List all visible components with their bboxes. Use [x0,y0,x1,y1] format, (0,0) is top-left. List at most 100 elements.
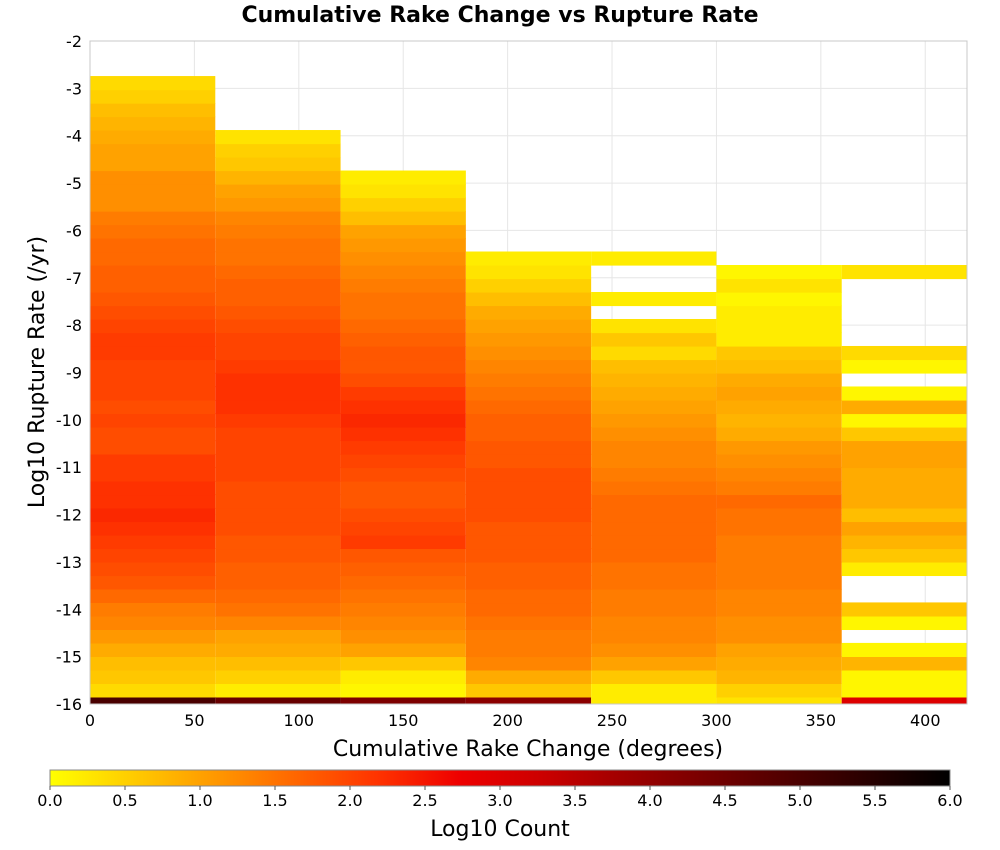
heatmap-cell [465,480,592,496]
heatmap-cell [90,211,216,226]
heatmap-cell [465,602,592,617]
heatmap-cell [340,426,466,442]
heatmap-cell [90,143,216,158]
heatmap-cell [716,345,842,361]
heatmap-cell [841,669,967,684]
y-tick-label: -15 [56,648,82,667]
colorbar-tick-label: 2.5 [412,791,437,810]
heatmap-cell [716,494,842,509]
heatmap-cell [215,588,341,604]
y-tick-label: -3 [66,79,82,98]
heatmap-cell [591,669,717,684]
heatmap-cell [90,656,216,671]
heatmap-cell [841,440,967,455]
heatmap-cell [90,184,216,199]
heatmap-cell [90,548,216,563]
heatmap-cell [215,170,341,185]
heatmap-cell [465,656,592,671]
heatmap-cell [215,399,341,415]
heatmap-cell [340,467,466,482]
heatmap-cell [90,116,216,131]
heatmap-cell [90,629,216,644]
heatmap-cell [340,561,466,577]
heatmap-cell [215,184,341,199]
heatmap-cell [716,318,842,334]
heatmap-cell [90,224,216,239]
heatmap-cell [591,588,717,604]
heatmap-cell [716,683,842,698]
heatmap-cell [90,683,216,698]
heatmap-cell [340,629,466,644]
heatmap-cell [716,426,842,442]
y-tick-label: -11 [56,458,82,477]
heatmap-cell [591,561,717,577]
x-tick-label: 250 [597,711,628,730]
heatmap-cell [340,413,466,428]
heatmap-cell [591,575,717,590]
heatmap-cell [90,507,216,523]
heatmap-cell [90,615,216,631]
heatmap-cell [841,480,967,496]
colorbar-tick-label: 1.0 [187,791,212,810]
heatmap-cell [90,197,216,212]
x-tick-label: 50 [184,711,204,730]
colorbar-tick-label: 0.0 [37,791,62,810]
heatmap-cell [716,359,842,374]
heatmap-cells [90,76,967,704]
heatmap-cell [465,642,592,658]
heatmap-cell [340,318,466,334]
heatmap-cell [841,359,967,374]
heatmap-cell [465,264,592,280]
heatmap-cell [215,264,341,280]
heatmap-cell [841,453,967,469]
heatmap-cell [90,170,216,185]
heatmap-cell [591,696,717,704]
heatmap-cell [215,575,341,590]
colorbar-tick-label: 0.5 [112,791,137,810]
heatmap-cell [90,669,216,684]
heatmap-cell [340,399,466,415]
heatmap-cell [215,548,341,563]
heatmap-cell [591,507,717,523]
heatmap-cell [841,521,967,536]
heatmap-cell [841,467,967,482]
colorbar-tick-label: 4.0 [637,791,662,810]
y-tick-label: -10 [56,411,82,430]
heatmap-cell [841,264,967,280]
heatmap-cell [841,548,967,563]
heatmap-cell [215,467,341,482]
heatmap-cell [591,642,717,658]
heatmap-cell [215,359,341,374]
x-tick-label: 400 [910,711,941,730]
colorbar [49,769,951,787]
heatmap-cell [340,386,466,401]
heatmap-cell [340,588,466,604]
heatmap-cell [716,480,842,496]
heatmap-cell [90,264,216,280]
colorbar-tick-label: 3.5 [562,791,587,810]
heatmap-cell [716,332,842,347]
heatmap-cell [591,615,717,631]
heatmap-cell [340,480,466,496]
heatmap-cell [90,278,216,293]
heatmap-cell [340,548,466,563]
heatmap-cell [841,642,967,658]
heatmap-cell [340,683,466,698]
heatmap-cell [340,251,466,266]
heatmap-cell [591,359,717,374]
heatmap-cell [215,318,341,334]
y-tick-label: -16 [56,695,82,714]
heatmap-cell [90,291,216,307]
heatmap-cell [340,305,466,320]
heatmap-cell [340,184,466,199]
heatmap-cell [90,103,216,118]
heatmap-cell [340,642,466,658]
heatmap-cell [465,575,592,590]
colorbar-tick-label: 2.0 [337,791,362,810]
heatmap-cell [465,372,592,388]
x-tick-label: 150 [388,711,419,730]
heatmap-cell [841,615,967,631]
y-tick-label: -5 [66,174,82,193]
heatmap-cell [215,696,341,704]
heatmap-cell [591,413,717,428]
